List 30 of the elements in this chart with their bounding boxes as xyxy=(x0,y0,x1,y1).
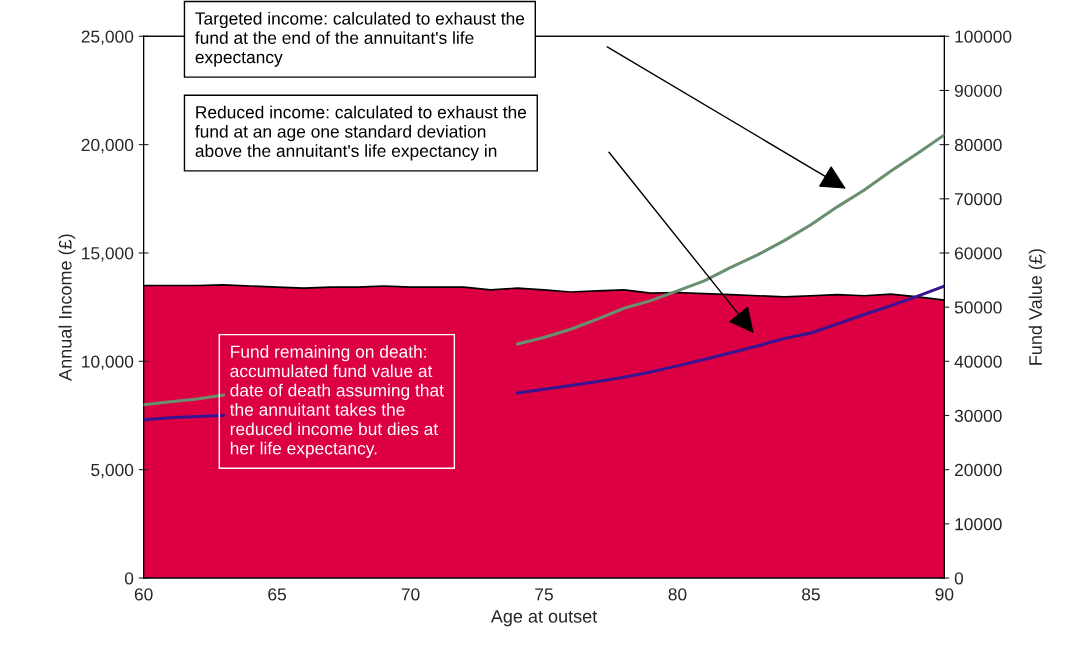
y2-tick-label: 70000 xyxy=(955,192,1002,206)
x-axis-title: Age at outset xyxy=(490,610,598,627)
annotation: Fund remaining on death: accumulated fund value at date of death assuming that the annuitant takes the reduced income but dies at her life expectancy. xyxy=(229,345,444,458)
y-tick-label: 0 xyxy=(124,572,134,585)
y-tick-label: 5,000 xyxy=(91,463,134,479)
x-tick-label: 75 xyxy=(535,588,553,601)
y-axis-title: Annual Income (£) xyxy=(58,234,76,381)
annotation: Targeted income: calculated to exhaust the fund at the end of the annuitant's life expectancy xyxy=(195,11,525,67)
y2-tick-label: 60000 xyxy=(954,247,1002,260)
y-tick-label: 20,000 xyxy=(81,138,134,154)
x-tick-label: 90 xyxy=(935,588,954,601)
y-tick-label: 10,000 xyxy=(82,355,134,370)
x-tick-label: 85 xyxy=(802,588,820,601)
y2-tick-label: 20000 xyxy=(954,463,1002,477)
y2-tick-label: 10000 xyxy=(955,518,1002,531)
x-tick-label: 70 xyxy=(401,588,420,601)
y-tick-label: 15,000 xyxy=(82,247,134,262)
y2-tick-label: 90000 xyxy=(954,84,1002,97)
y2-tick-label: 40000 xyxy=(954,355,1002,368)
y-tick-label: 25,000 xyxy=(81,30,134,45)
x-tick-label: 60 xyxy=(134,588,153,601)
y2-tick-label: 0 xyxy=(954,572,964,585)
annotation: Reduced income: calculated to exhaust the fund at an age one standard deviation above the annuitant's life expectancy in xyxy=(195,105,527,161)
y2-tick-label: 30000 xyxy=(954,409,1002,422)
x-tick-label: 80 xyxy=(668,588,687,601)
y2-tick-label: 80000 xyxy=(954,138,1002,152)
y2-axis-title: Fund Value (£) xyxy=(1028,249,1046,365)
y2-tick-label: 100000 xyxy=(955,30,1012,43)
x-tick-label: 65 xyxy=(268,588,287,601)
y2-tick-label: 50000 xyxy=(954,301,1002,314)
